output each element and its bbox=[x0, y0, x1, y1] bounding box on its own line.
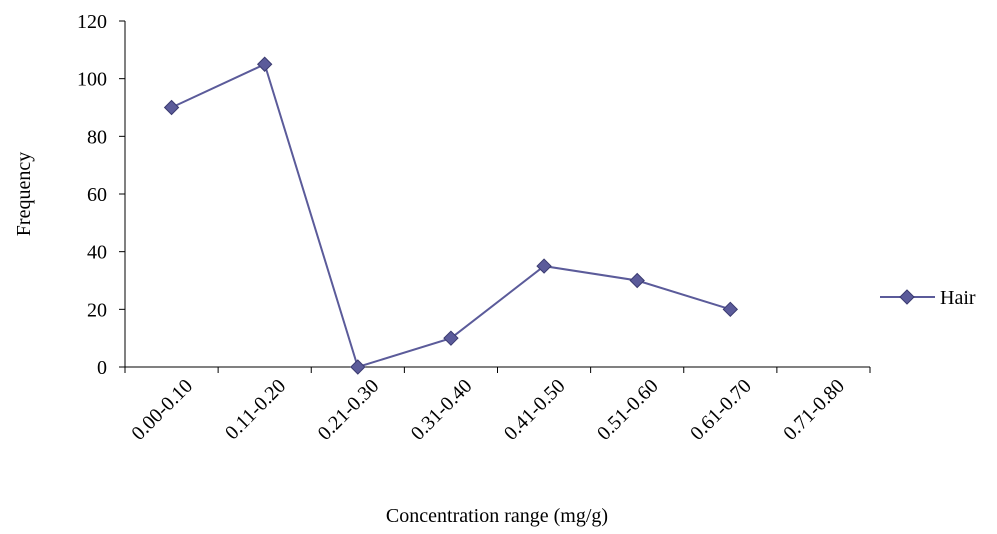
data-point-diamond bbox=[350, 359, 366, 375]
x-axis-ticks: 0.00-0.10 0.11-0.20 0.21-0.30 0.31-0.40 0.41… bbox=[124, 367, 871, 445]
x-tick-label: 0.71-0.80 bbox=[779, 375, 849, 445]
y-tick-label: 120 bbox=[77, 11, 107, 33]
y-axis-ticks: 0 20 40 60 80 100 120 bbox=[77, 11, 125, 379]
y-tick-label: 20 bbox=[87, 299, 107, 321]
legend: Hair bbox=[880, 287, 976, 309]
data-point-diamond bbox=[163, 99, 180, 116]
x-tick-label: 0.11-0.20 bbox=[221, 375, 290, 444]
y-axis-title: Frequency bbox=[13, 152, 35, 236]
x-tick-label: 0.41-0.50 bbox=[500, 375, 570, 445]
x-axis-title: Concentration range (mg/g) bbox=[386, 505, 608, 527]
axes bbox=[124, 21, 870, 368]
data-point-diamond bbox=[256, 56, 273, 72]
y-tick-label: 0 bbox=[97, 357, 107, 379]
x-tick-label: 0.00-0.10 bbox=[127, 375, 197, 445]
x-tick-label: 0.51-0.60 bbox=[593, 375, 663, 445]
y-tick-label: 60 bbox=[87, 184, 107, 206]
legend-diamond-marker bbox=[899, 289, 915, 305]
data-point-diamond bbox=[629, 272, 645, 289]
data-point-diamond bbox=[536, 258, 552, 274]
y-tick-label: 80 bbox=[87, 126, 107, 148]
y-tick-label: 100 bbox=[77, 69, 107, 91]
data-point-diamond bbox=[443, 330, 459, 346]
y-tick-label: 40 bbox=[87, 242, 107, 264]
data-point-diamond bbox=[722, 301, 739, 318]
legend-label: Hair bbox=[940, 287, 976, 309]
series-layer bbox=[163, 56, 739, 375]
x-tick-label: 0.21-0.30 bbox=[314, 375, 384, 445]
x-tick-label: 0.61-0.70 bbox=[686, 375, 756, 445]
series-line bbox=[171, 62, 731, 369]
x-tick-label: 0.31-0.40 bbox=[407, 375, 477, 445]
